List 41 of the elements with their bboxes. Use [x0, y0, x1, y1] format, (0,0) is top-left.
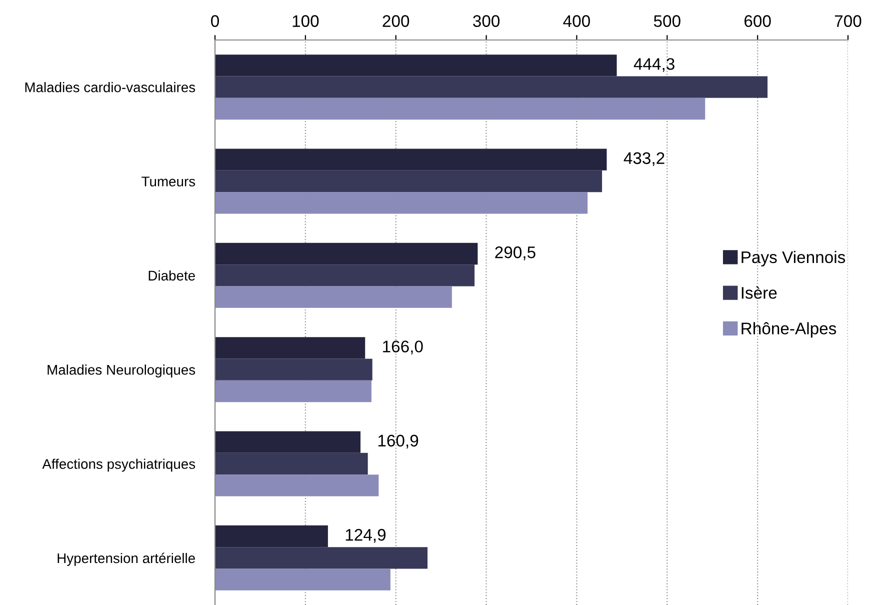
data-label: 160,9 — [378, 434, 418, 449]
data-label: 433,2 — [624, 152, 664, 166]
data-label: 290,5 — [495, 246, 536, 260]
x-tick-label: 100 — [292, 15, 319, 27]
bar — [215, 431, 360, 453]
bar — [215, 474, 379, 496]
bar — [215, 148, 607, 170]
bar — [215, 452, 368, 475]
x-tick-label: 600 — [744, 15, 771, 27]
legend-label: Isère — [742, 286, 777, 299]
bar — [215, 286, 452, 308]
x-tick-label: 500 — [654, 15, 680, 27]
bar — [215, 192, 588, 214]
bar — [215, 76, 768, 98]
x-tick-label: 300 — [473, 15, 500, 27]
bar — [215, 242, 478, 265]
y-tick-label: Tumeurs — [142, 176, 196, 186]
bar — [215, 264, 475, 286]
bar — [215, 337, 366, 359]
y-tick-label: Hypertension artérielle — [58, 552, 195, 566]
x-tick-label: 700 — [834, 15, 862, 27]
bar — [215, 54, 617, 76]
y-tick-label: Affections psychiatriques — [42, 458, 196, 472]
bar — [215, 547, 428, 569]
bar — [215, 170, 602, 192]
y-tick-label: Diabete — [148, 270, 195, 281]
bar — [215, 358, 372, 380]
legend-label: Rhône-Alpes — [742, 322, 836, 338]
bar — [215, 525, 328, 548]
y-tick-label: Maladies Neurologiques — [48, 364, 196, 378]
data-label: 166,0 — [383, 340, 423, 354]
bar — [215, 568, 390, 590]
bar — [215, 98, 706, 120]
x-tick-label: 400 — [563, 15, 590, 27]
x-tick-label: 200 — [382, 15, 410, 27]
data-label: 444,3 — [634, 58, 674, 72]
legend-label: Pays Viennois — [742, 250, 846, 266]
data-label: 124,9 — [346, 528, 386, 543]
bar — [215, 380, 372, 402]
x-tick-label: 0 — [211, 15, 219, 27]
y-tick-label: Maladies cardio-vasculaires — [25, 82, 196, 92]
